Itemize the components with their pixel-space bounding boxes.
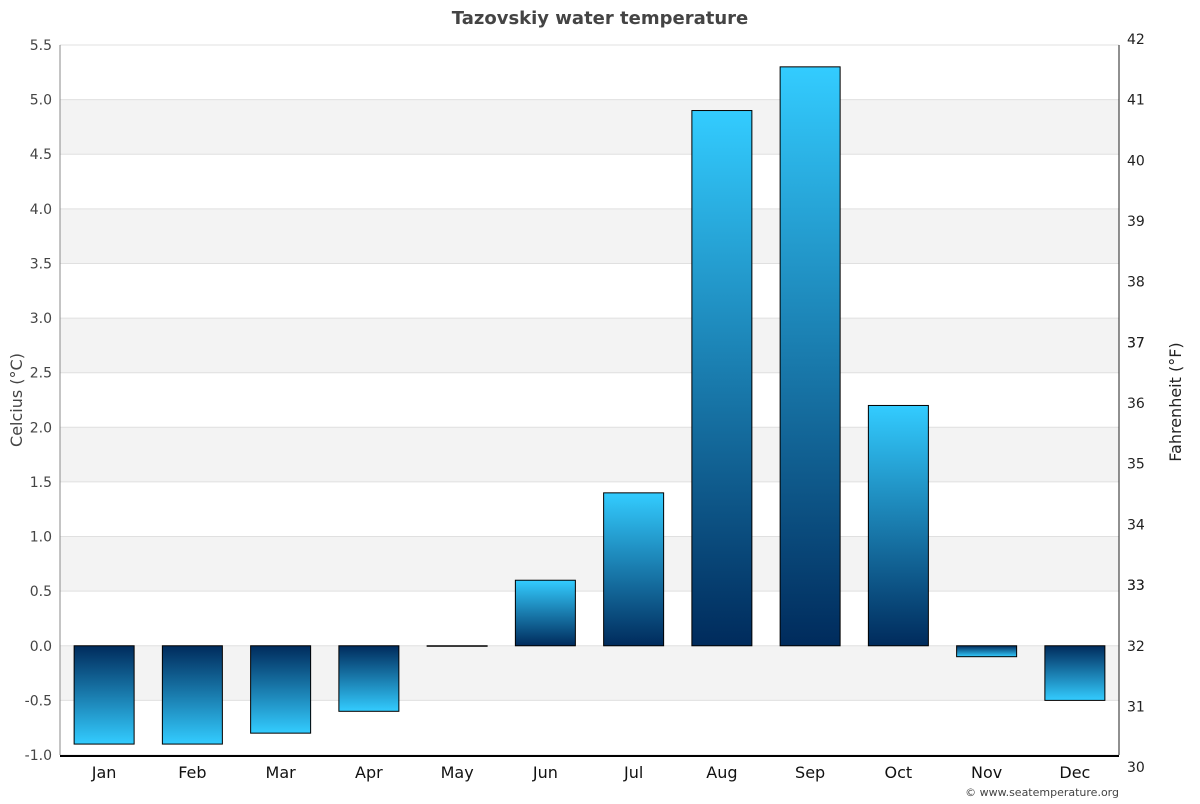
y2-tick-label: 38 <box>1127 275 1145 291</box>
y2-tick-label: 35 <box>1127 457 1145 473</box>
y-tick-label: 2.5 <box>30 366 52 382</box>
y-tick-label: 1.5 <box>30 475 52 491</box>
grid-band <box>60 99 1119 155</box>
y-tick-label: -1.0 <box>25 748 52 764</box>
x-tick-label: Jul <box>623 763 643 782</box>
bar-nov <box>956 645 1018 658</box>
y2-tick-label: 33 <box>1127 578 1145 594</box>
x-tick-label: Jun <box>532 763 558 782</box>
y-axis-label: Celcius (°C) <box>7 353 26 447</box>
y-tick-label: 4.5 <box>30 147 52 163</box>
grid-band <box>60 208 1119 264</box>
x-tick-label: May <box>441 763 474 782</box>
bar-dec <box>1044 645 1106 701</box>
y-tick-label: 3.5 <box>30 256 52 272</box>
y2-tick-label: 36 <box>1127 396 1145 412</box>
bar-aug <box>691 110 753 647</box>
y-tick-label: 0.5 <box>30 584 52 600</box>
y2-tick-label: 41 <box>1127 93 1145 109</box>
y2-tick-label: 40 <box>1127 153 1145 169</box>
credit: © www.seatemperature.org <box>965 786 1119 799</box>
y2-tick-label: 37 <box>1127 335 1145 351</box>
y-tick-label: 0.0 <box>30 639 52 655</box>
x-tick-label: Oct <box>885 763 913 782</box>
y-tick-label: 3.0 <box>30 311 52 327</box>
bar-mar <box>250 645 312 734</box>
grid-band <box>60 645 1119 701</box>
x-tick-label: Aug <box>706 763 737 782</box>
y2-tick-label: 42 <box>1127 32 1145 48</box>
y-tick-label: 5.5 <box>30 38 52 54</box>
x-tick-label: Dec <box>1059 763 1090 782</box>
bar-jun <box>514 579 576 647</box>
bar-apr <box>338 645 400 712</box>
y-tick-label: 5.0 <box>30 93 52 109</box>
x-tick-label: Nov <box>971 763 1002 782</box>
x-tick-label: Jan <box>91 763 117 782</box>
y2-tick-label: 32 <box>1127 639 1145 655</box>
bar-may <box>426 645 488 647</box>
y-tick-label: -0.5 <box>25 693 52 709</box>
y-tick-label: 2.0 <box>30 420 52 436</box>
x-tick-label: Mar <box>266 763 297 782</box>
y2-tick-label: 30 <box>1127 760 1145 776</box>
bar-oct <box>867 404 929 647</box>
y2-axis-label: Fahrenheit (°F) <box>1166 342 1185 461</box>
y2-tick-label: 31 <box>1127 699 1145 715</box>
bar-jul <box>603 492 665 647</box>
y-tick-label: 1.0 <box>30 530 52 546</box>
bar-feb <box>161 645 223 745</box>
x-tick-label: Sep <box>795 763 825 782</box>
y2-tick-label: 34 <box>1127 517 1145 533</box>
y-tick-label: 4.0 <box>30 202 52 218</box>
chart-title: Tazovskiy water temperature <box>452 8 748 29</box>
x-tick-label: Feb <box>178 763 206 782</box>
bar-jan <box>73 645 135 745</box>
grid-band <box>60 536 1119 592</box>
grid-band <box>60 318 1119 373</box>
x-tick-label: Apr <box>355 763 383 782</box>
y2-tick-label: 33 <box>1127 578 1145 594</box>
bar-sep <box>779 66 841 647</box>
y2-tick-label: 39 <box>1127 214 1145 230</box>
grid-band <box>60 427 1119 482</box>
y2-tick-label: 37 <box>1127 335 1145 351</box>
